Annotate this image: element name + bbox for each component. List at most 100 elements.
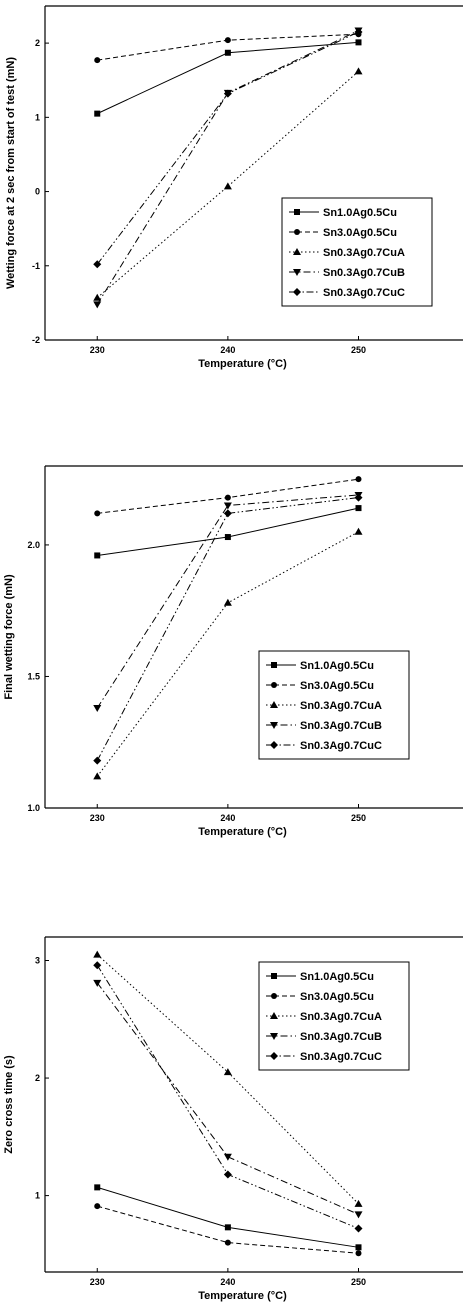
x-axis-label: Temperature (°C) (198, 358, 287, 370)
y-tick-label: 2.0 (27, 540, 40, 550)
legend-label: Sn0.3Ag0.7CuB (300, 1031, 382, 1043)
data-point (354, 527, 363, 535)
legend-marker (270, 701, 278, 708)
data-point (223, 182, 232, 190)
legend-marker (270, 1012, 278, 1019)
legend-label: Sn0.3Ag0.7CuC (323, 287, 405, 299)
legend-marker (270, 1033, 278, 1040)
y-tick-label: 0 (35, 187, 40, 197)
data-point (93, 705, 102, 713)
data-point (93, 756, 102, 765)
data-point (354, 493, 363, 502)
legend-label: Sn1.0Ag0.5Cu (300, 660, 374, 672)
data-point (93, 293, 102, 301)
x-tick-label: 240 (220, 345, 235, 355)
data-point (355, 39, 362, 46)
data-point (94, 1184, 101, 1191)
x-tick-label: 250 (351, 345, 366, 355)
data-point (93, 260, 102, 269)
data-point (223, 1170, 232, 1179)
data-point (93, 961, 102, 970)
y-tick-label: -2 (32, 335, 40, 345)
legend-label: Sn0.3Ag0.7CuA (323, 247, 405, 259)
data-point (94, 552, 101, 559)
x-tick-label: 250 (351, 813, 366, 823)
legend-label: Sn0.3Ag0.7CuC (300, 740, 382, 752)
y-tick-label: -1 (32, 261, 40, 271)
data-point (354, 27, 363, 36)
data-point (94, 110, 101, 117)
data-point (223, 502, 232, 510)
x-axis-label: Temperature (°C) (198, 826, 287, 838)
data-point (224, 494, 231, 501)
data-point (223, 1068, 232, 1076)
chart-panel-3: 1 2 3 230 240 250 Temperature (°C) Zero cross t… (3, 936, 463, 1302)
data-point (354, 1224, 363, 1233)
x-tick-label: 230 (90, 1277, 105, 1287)
chart-panel-2: 1.0 1.5 2.0 230 240 250 Temperature (°C) Final … (3, 465, 463, 838)
y-tick-label: 1 (35, 112, 40, 122)
legend-box (258, 650, 410, 760)
data-point (94, 57, 101, 64)
data-point (93, 950, 102, 958)
legend-label: Sn0.3Ag0.7CuA (300, 700, 382, 712)
data-point (355, 1250, 362, 1257)
legend-marker (271, 662, 277, 668)
data-point (94, 1203, 101, 1210)
x-tick-label: 230 (90, 345, 105, 355)
data-point (223, 1153, 232, 1161)
data-point (355, 476, 362, 483)
data-point (355, 505, 362, 512)
legend-label: Sn0.3Ag0.7CuB (300, 720, 382, 732)
chart-panel-1: -2 -1 0 1 2 230 240 250 Temperature (°C) Wetting … (5, 5, 463, 370)
data-point (354, 1199, 363, 1207)
legend-label: Sn3.0Ag0.5Cu (300, 991, 374, 1003)
y-tick-label: 2 (35, 1073, 40, 1083)
x-tick-label: 240 (220, 1277, 235, 1287)
data-point (224, 1224, 231, 1231)
data-point (224, 1239, 231, 1246)
y-tick-label: 1 (35, 1191, 40, 1201)
y-tick-label: 2 (35, 38, 40, 48)
legend: Sn1.0Ag0.5Cu Sn3.0Ag0.5Cu Sn0.3Ag0.7CuA Sn0… (281, 197, 433, 307)
series-line-3 (96, 70, 359, 299)
legend-marker (294, 229, 300, 235)
y-tick-label: 1.5 (27, 671, 40, 681)
data-point (224, 534, 231, 541)
data-point (223, 509, 232, 518)
data-point (223, 598, 232, 606)
x-tick-label: 250 (351, 1277, 366, 1287)
legend-marker (293, 269, 301, 276)
legend-box (281, 197, 433, 307)
data-point (93, 979, 102, 987)
data-point (94, 510, 101, 517)
legend-label: Sn0.3Ag0.7CuA (300, 1011, 382, 1023)
y-axis-label: Zero cross time (s) (3, 1055, 15, 1154)
y-tick-label: 1.0 (27, 803, 40, 813)
series-line-5 (96, 497, 359, 761)
y-axis-label: Wetting force at 2 sec from start of tes… (5, 57, 17, 289)
legend-marker (271, 993, 277, 999)
legend-marker (293, 288, 301, 296)
data-point (93, 301, 102, 309)
legend-box (258, 961, 410, 1071)
y-axis-label: Final wetting force (mN) (3, 574, 15, 700)
x-tick-label: 230 (90, 813, 105, 823)
legend-marker (270, 741, 278, 749)
data-point (354, 67, 363, 75)
data-point (93, 772, 102, 780)
legend-label: Sn1.0Ag0.5Cu (300, 971, 374, 983)
legend: Sn1.0Ag0.5Cu Sn3.0Ag0.5Cu Sn0.3Ag0.7CuA Sn0… (258, 650, 410, 760)
legend-label: Sn3.0Ag0.5Cu (300, 680, 374, 692)
data-point (355, 1244, 362, 1251)
data-point (224, 37, 231, 44)
legend-marker (294, 209, 300, 215)
legend-marker (271, 973, 277, 979)
legend-marker (293, 248, 301, 255)
y-tick-label: 3 (35, 956, 40, 966)
legend-marker (270, 722, 278, 729)
legend-label: Sn0.3Ag0.7CuB (323, 267, 405, 279)
legend-label: Sn3.0Ag0.5Cu (323, 227, 397, 239)
legend: Sn1.0Ag0.5Cu Sn3.0Ag0.5Cu Sn0.3Ag0.7CuA Sn0… (258, 961, 410, 1071)
